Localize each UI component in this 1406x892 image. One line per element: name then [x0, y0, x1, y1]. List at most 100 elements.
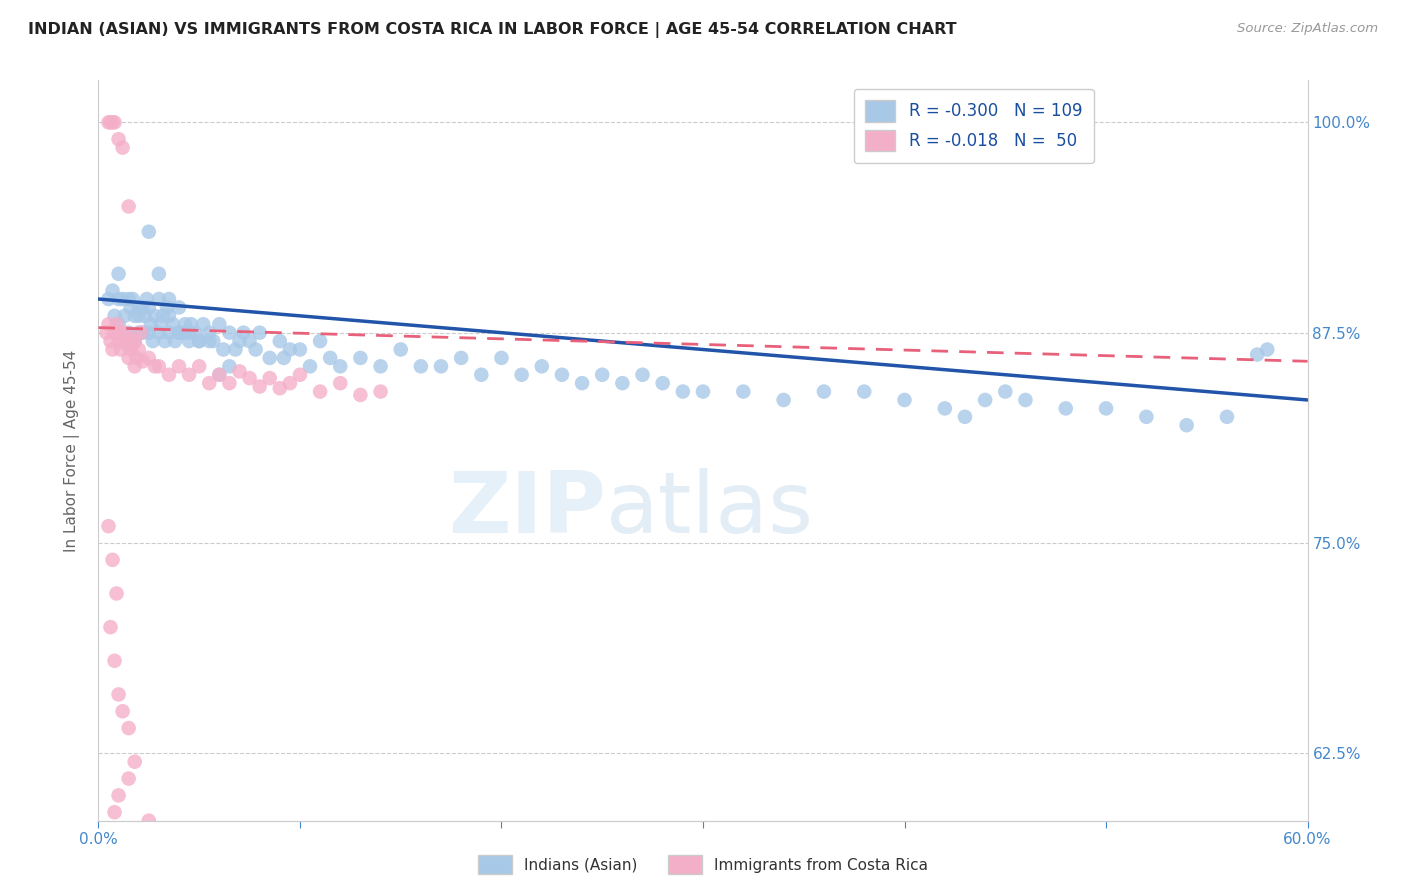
Point [153, 334, 176, 348]
Point [167, 326, 190, 340]
Point [118, 772, 141, 786]
Point [179, 326, 201, 340]
Point [107, 334, 129, 348]
Point [934, 401, 956, 416]
Point [128, 309, 150, 323]
Point [121, 292, 143, 306]
Point [202, 334, 225, 348]
Point [138, 351, 160, 365]
Point [430, 359, 453, 374]
Point [120, 301, 142, 315]
Text: atlas: atlas [606, 468, 814, 551]
Point [118, 199, 141, 213]
Point [218, 359, 240, 374]
Point [105, 318, 128, 332]
Point [853, 384, 876, 399]
Legend: Indians (Asian), Immigrants from Costa Rica: Indians (Asian), Immigrants from Costa R… [472, 849, 934, 880]
Point [111, 334, 134, 348]
Point [97, 822, 120, 836]
Point [132, 326, 155, 340]
Point [97, 318, 120, 332]
Legend: R = -0.300   N = 109, R = -0.018   N =  50: R = -0.300 N = 109, R = -0.018 N = 50 [853, 88, 1094, 163]
Point [218, 376, 240, 391]
Point [530, 359, 553, 374]
Point [245, 343, 267, 357]
Point [143, 309, 166, 323]
Point [100, 334, 122, 348]
Point [167, 326, 190, 340]
Point [97, 519, 120, 533]
Point [692, 384, 714, 399]
Point [107, 318, 129, 332]
Y-axis label: In Labor Force | Age 45-54: In Labor Force | Age 45-54 [63, 350, 80, 551]
Point [259, 351, 281, 365]
Point [329, 359, 352, 374]
Point [114, 326, 136, 340]
Point [97, 292, 120, 306]
Point [208, 368, 231, 382]
Text: Source: ZipAtlas.com: Source: ZipAtlas.com [1237, 22, 1378, 36]
Point [259, 371, 281, 385]
Point [120, 343, 142, 357]
Point [491, 351, 513, 365]
Point [101, 553, 124, 567]
Point [148, 359, 170, 374]
Point [288, 368, 311, 382]
Point [114, 309, 136, 323]
Point [249, 379, 271, 393]
Point [128, 343, 150, 357]
Point [974, 392, 997, 407]
Point [115, 337, 138, 351]
Point [103, 326, 125, 340]
Point [212, 343, 235, 357]
Point [239, 371, 262, 385]
Point [118, 331, 141, 345]
Point [138, 814, 160, 828]
Point [138, 301, 160, 315]
Point [278, 343, 301, 357]
Point [349, 388, 371, 402]
Point [288, 343, 311, 357]
Point [97, 115, 120, 129]
Point [107, 132, 129, 146]
Point [198, 334, 221, 348]
Point [239, 334, 262, 348]
Point [124, 334, 146, 348]
Point [228, 364, 250, 378]
Point [128, 301, 150, 315]
Text: INDIAN (ASIAN) VS IMMIGRANTS FROM COSTA RICA IN LABOR FORCE | AGE 45-54 CORRELAT: INDIAN (ASIAN) VS IMMIGRANTS FROM COSTA … [28, 22, 956, 38]
Point [370, 359, 392, 374]
Point [101, 343, 124, 357]
Point [651, 376, 673, 391]
Point [370, 384, 392, 399]
Point [125, 351, 148, 365]
Point [1216, 409, 1239, 424]
Point [149, 318, 172, 332]
Point [180, 318, 202, 332]
Point [470, 368, 492, 382]
Point [138, 225, 160, 239]
Point [167, 359, 190, 374]
Point [110, 343, 132, 357]
Point [1175, 418, 1198, 433]
Point [188, 334, 211, 348]
Point [179, 368, 201, 382]
Point [1014, 392, 1036, 407]
Point [269, 334, 291, 348]
Point [152, 309, 174, 323]
Point [813, 384, 835, 399]
Point [103, 805, 125, 820]
Point [103, 654, 125, 668]
Point [107, 688, 129, 702]
Point [179, 334, 201, 348]
Point [893, 392, 915, 407]
Point [510, 368, 533, 382]
Point [121, 337, 143, 351]
Point [162, 318, 184, 332]
Point [208, 318, 231, 332]
Point [103, 115, 125, 129]
Point [232, 326, 254, 340]
Point [224, 343, 246, 357]
Point [174, 318, 197, 332]
Point [111, 140, 134, 154]
